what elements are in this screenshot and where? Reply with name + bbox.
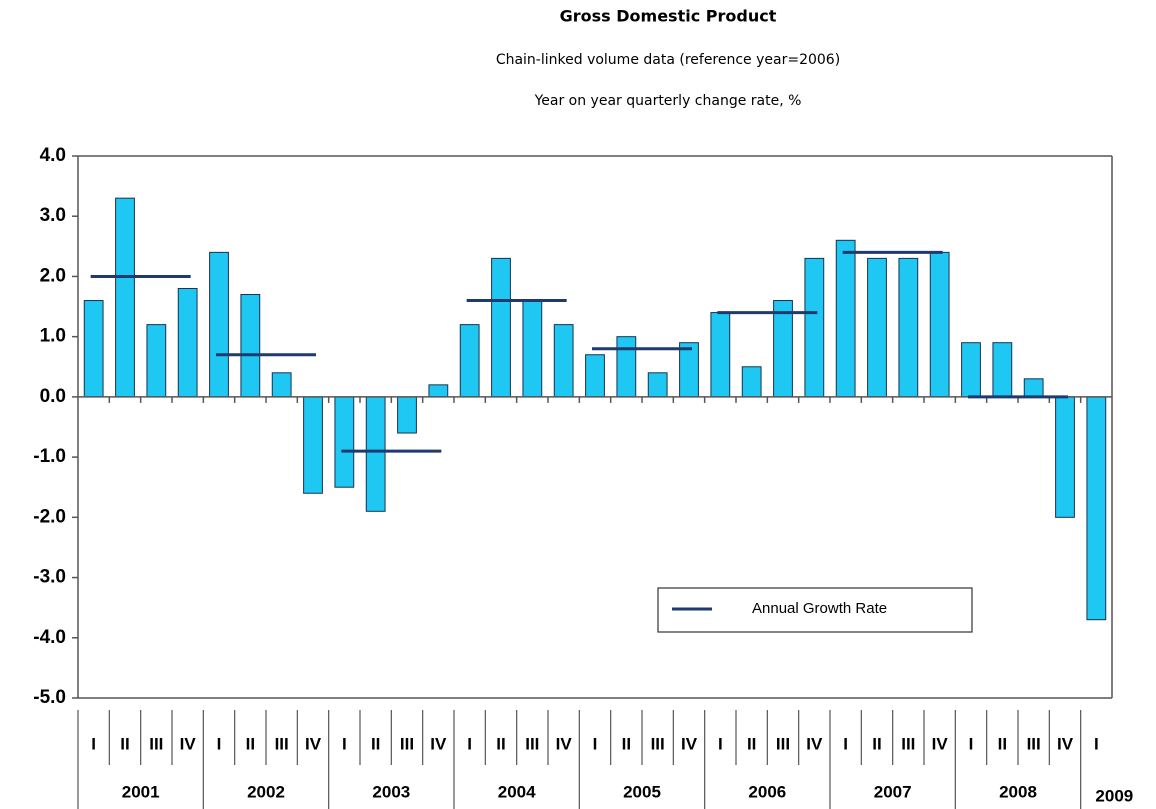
bar: [303, 396, 323, 494]
x-tick-label: III: [901, 734, 915, 753]
x-tick-label: II: [747, 734, 756, 753]
x-tick-label: II: [622, 734, 631, 753]
bar: [1055, 396, 1075, 518]
x-tick-label: III: [525, 734, 539, 753]
bar: [835, 239, 856, 398]
y-tick-label: 3.0: [40, 205, 66, 226]
x-tick-label: III: [651, 734, 665, 753]
y-tick-label: -2.0: [33, 506, 66, 527]
bar: [397, 396, 417, 434]
chart-subtitle: Chain-linked volume data (reference year…: [496, 52, 840, 68]
x-tick-label: IV: [932, 734, 949, 753]
x-tick-label: IV: [556, 734, 573, 753]
x-tick-label: I: [217, 734, 222, 753]
bar: [334, 396, 355, 488]
x-tick-label: I: [342, 734, 347, 753]
bar: [491, 257, 511, 398]
bar: [209, 251, 229, 398]
x-tick-label: IV: [806, 734, 823, 753]
bar: [898, 257, 919, 398]
year-label: 2008: [999, 782, 1037, 801]
bar: [804, 257, 825, 398]
y-tick-label: -5.0: [33, 687, 66, 708]
x-tick-label: IV: [430, 734, 447, 753]
x-tick-label: IV: [1057, 734, 1074, 753]
x-tick-label: I: [718, 734, 723, 753]
x-tick-label: III: [400, 734, 414, 753]
bar: [741, 366, 762, 398]
x-tick-label: II: [872, 734, 881, 753]
chart-subtitle: Year on year quarterly change rate, %: [534, 93, 802, 109]
bar: [553, 324, 574, 398]
y-tick-label: 0.0: [40, 386, 66, 407]
legend-label: Annual Growth Rate: [752, 600, 887, 617]
y-tick-label: -3.0: [33, 567, 66, 588]
bar: [961, 342, 981, 398]
x-tick-label: II: [120, 734, 129, 753]
y-tick-label: -4.0: [33, 627, 66, 648]
y-tick-label: 2.0: [40, 265, 66, 286]
year-label: 2002: [247, 782, 285, 801]
year-label: 2009: [1095, 786, 1133, 805]
bar: [146, 324, 167, 398]
year-label: 2006: [748, 782, 786, 801]
bar: [929, 251, 950, 398]
x-tick-label: I: [969, 734, 974, 753]
year-label: 2007: [874, 782, 912, 801]
x-tick-label: II: [371, 734, 380, 753]
bar: [459, 324, 480, 398]
bar: [271, 372, 292, 398]
year-label: 2003: [372, 782, 410, 801]
y-tick-label: 1.0: [40, 326, 66, 347]
x-tick-label: III: [1027, 734, 1041, 753]
x-tick-label: III: [776, 734, 790, 753]
y-tick-label: 4.0: [40, 145, 66, 166]
bar: [1023, 378, 1044, 398]
bar: [647, 372, 668, 398]
bar: [522, 300, 543, 398]
x-tick-label: I: [843, 734, 848, 753]
chart-title: Gross Domestic Product: [560, 7, 777, 26]
legend: [657, 587, 973, 633]
x-tick-label: II: [496, 734, 505, 753]
bar: [616, 336, 637, 398]
x-tick-label: III: [149, 734, 163, 753]
year-label: 2005: [623, 782, 661, 801]
x-tick-label: IV: [681, 734, 698, 753]
year-label: 2004: [498, 782, 536, 801]
bar: [773, 300, 793, 398]
bar: [115, 197, 135, 398]
bar: [679, 342, 699, 398]
x-tick-label: III: [275, 734, 289, 753]
bar: [365, 396, 386, 512]
x-tick-label: I: [593, 734, 598, 753]
bar: [83, 300, 104, 398]
bar: [710, 312, 731, 398]
x-tick-label: IV: [305, 734, 322, 753]
x-tick-label: II: [998, 734, 1007, 753]
bar: [177, 287, 198, 398]
bar: [428, 384, 449, 398]
x-tick-label: I: [91, 734, 96, 753]
bar: [867, 257, 887, 398]
y-tick-label: -1.0: [33, 446, 66, 467]
x-tick-label: I: [1094, 734, 1099, 753]
year-label: 2001: [122, 782, 160, 801]
bar: [240, 294, 261, 398]
x-tick-label: IV: [180, 734, 197, 753]
x-tick-label: II: [246, 734, 255, 753]
bar: [992, 342, 1013, 398]
bar: [1086, 396, 1107, 621]
x-tick-label: I: [467, 734, 472, 753]
bar: [585, 354, 605, 398]
